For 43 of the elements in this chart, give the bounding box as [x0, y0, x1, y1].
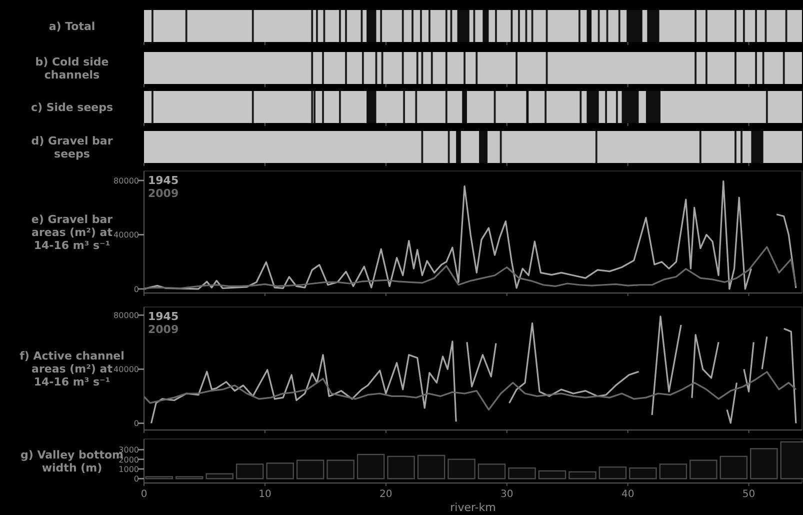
text: 1945	[148, 174, 179, 187]
x-tick-label: 10	[258, 489, 272, 500]
bar	[356, 454, 385, 480]
x-tick-label: 30	[500, 489, 514, 500]
bar	[448, 458, 476, 480]
y-axis-title: d) Gravel bar seeps	[31, 134, 114, 160]
y-axis-title: c) Side seeps	[30, 101, 114, 114]
bar	[236, 464, 264, 480]
bar	[598, 466, 627, 480]
x-axis-title: river-km	[450, 501, 496, 514]
y-axis-title: a) Total	[48, 20, 96, 33]
bar	[266, 462, 294, 480]
x-tick-label: 20	[380, 489, 392, 500]
y-tick-label: 80000	[114, 311, 139, 320]
y-tick-label: 40000	[114, 365, 139, 374]
y-axis-title: b) Cold side channels	[35, 56, 109, 82]
x-tick-label: 50	[742, 489, 756, 500]
x-tick-label: 40	[621, 489, 634, 500]
bar	[478, 464, 506, 480]
bar	[387, 456, 415, 480]
bar	[750, 448, 778, 480]
y-tick-label: 1000	[118, 464, 139, 474]
bar	[720, 456, 748, 480]
text: 1945	[148, 310, 179, 323]
bar	[417, 454, 446, 480]
y-axis-title: e) Gravel bar areas (m²) at 14-16 m³ s⁻¹	[31, 213, 114, 252]
x-tick-label: 0	[140, 489, 148, 500]
bar	[690, 460, 718, 480]
bar	[538, 470, 566, 480]
bar	[629, 467, 657, 480]
bar	[206, 473, 234, 480]
line-series	[143, 246, 797, 290]
y-tick-label: 40000	[114, 230, 139, 240]
text: 2009	[148, 187, 179, 200]
bar	[326, 460, 354, 480]
text: 2009	[148, 323, 179, 336]
y-tick-label: 80000	[114, 176, 139, 186]
bar	[296, 460, 324, 480]
bar	[659, 464, 688, 480]
line-series	[143, 371, 797, 411]
bar	[568, 471, 596, 480]
y-tick-label: 0	[134, 419, 139, 428]
bar	[508, 467, 536, 480]
